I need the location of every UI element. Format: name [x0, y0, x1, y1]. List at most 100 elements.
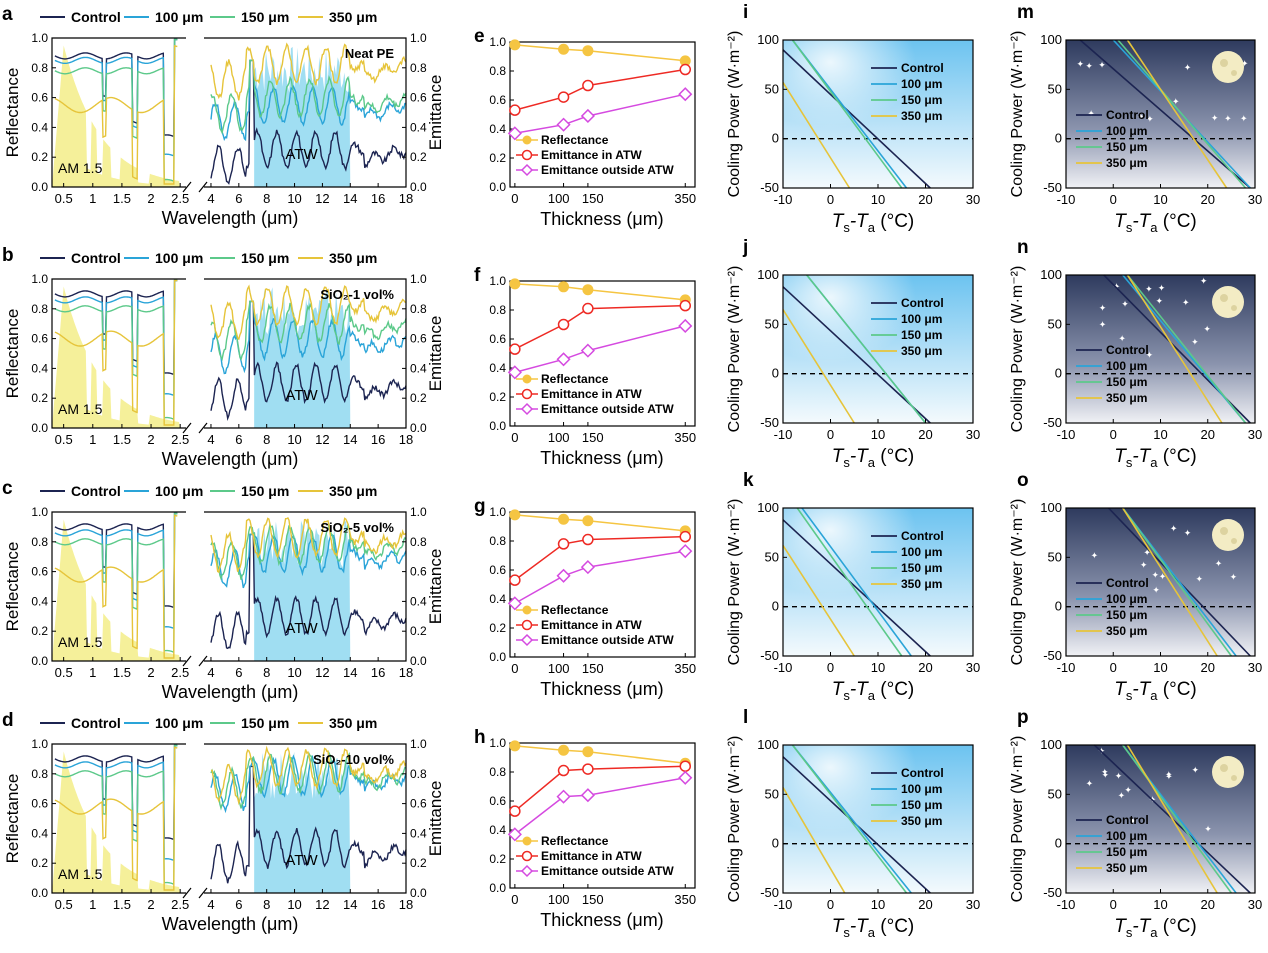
series-line-2 — [514, 550, 686, 605]
panel-letter: d — [2, 710, 14, 731]
spectrum-left-0 — [54, 279, 178, 376]
spectrum-left-2 — [54, 512, 178, 654]
spectrum-right-3 — [210, 745, 407, 806]
spectrum-left-1 — [54, 38, 178, 157]
cooling-line-3 — [782, 545, 855, 657]
moon-icon — [1212, 756, 1244, 788]
panel-letter: f — [474, 265, 481, 286]
y-tick-label: 100 — [1040, 500, 1062, 515]
x-tick-label: 100 — [548, 430, 570, 445]
spectrum-right-1 — [210, 59, 407, 142]
star-icon: ✦ — [1115, 771, 1123, 781]
x-axis-label-part: -T — [1132, 211, 1151, 232]
x-tick-label: 30 — [1248, 427, 1262, 442]
x-tick-label: 4 — [207, 191, 214, 206]
x-tick-label: 20 — [1201, 192, 1215, 207]
y-tick-label: 0.6 — [489, 563, 506, 577]
x-tick-label: 1 — [89, 191, 96, 206]
x-tick-label: 150 — [582, 892, 604, 907]
x-axis-label-part: T — [832, 679, 845, 700]
star-icon: ✦ — [1152, 585, 1160, 595]
am15-label: AM 1.5 — [58, 634, 103, 650]
y-tick-label-left: 1.0 — [31, 31, 48, 45]
spectrum-left-3 — [54, 514, 178, 659]
x-axis-label: Ts-Ta (°C) — [832, 446, 915, 470]
emittance-outside-point — [507, 126, 522, 141]
atw-label: ATW — [285, 620, 318, 637]
emittance-atw-point — [679, 299, 692, 312]
y-tick-label-left: 1.0 — [31, 505, 48, 519]
x-axis-label: Thickness (μm) — [540, 209, 663, 229]
spectrum-right-2 — [210, 59, 407, 135]
x-tick-label: 6 — [235, 432, 242, 447]
moon-crater — [1220, 527, 1228, 535]
emittance-atw-point — [509, 805, 521, 817]
x-tick-label: 350 — [674, 892, 696, 907]
x-tick-label: 30 — [966, 192, 980, 207]
axis-break-mark — [182, 887, 192, 899]
y-tick-label: -50 — [760, 180, 779, 195]
atw-band — [254, 287, 351, 428]
x-tick-label: 2.5 — [171, 432, 189, 447]
y-tick-label-right: 0.0 — [410, 654, 427, 668]
y-tick-label: 0 — [1055, 599, 1062, 614]
x-tick-label: 6 — [235, 191, 242, 206]
axis-break-mark — [182, 422, 192, 434]
x-tick-label: 18 — [399, 432, 413, 447]
reflectance-point — [558, 513, 570, 525]
emittance-atw-point — [509, 574, 521, 586]
y-tick-label: 0.8 — [489, 303, 506, 317]
series-line-2 — [514, 93, 686, 135]
legend-label: 150 μm — [1106, 375, 1147, 389]
panel-letter: l — [743, 707, 748, 728]
star-icon: ✦ — [1086, 779, 1094, 789]
legend-label: Emittance in ATW — [541, 148, 642, 162]
star-icon: ✦ — [1196, 574, 1204, 584]
axis-frame-left — [51, 278, 186, 429]
cooling-line-3 — [1126, 39, 1228, 189]
panel-letter: j — [742, 237, 748, 258]
legend-marker — [521, 388, 533, 400]
x-axis-label-part: T — [1114, 679, 1127, 700]
star-icon: ✦ — [1165, 771, 1173, 781]
series-line-0 — [514, 745, 686, 765]
x-tick-label: 20 — [918, 897, 932, 912]
reflectance-point — [509, 509, 521, 521]
cooling-line-3 — [1122, 507, 1218, 657]
y-tick-label-right: 0.4 — [410, 594, 427, 608]
y-tick-label-right: 1.0 — [410, 31, 427, 45]
x-tick-label: 6 — [235, 665, 242, 680]
x-axis-label: Wavelength (μm) — [162, 449, 299, 469]
panel-letter: p — [1017, 707, 1029, 728]
axis-break-mark — [198, 655, 208, 667]
x-tick-label: 18 — [399, 191, 413, 206]
star-icon: ✦ — [1101, 767, 1109, 777]
star-icon: ✦ — [1118, 333, 1126, 343]
cooling-panel-i: -10 0 10 20 30 -50 0 50 100 Control 100 μm 150 μm 35… — [726, 2, 980, 235]
x-tick-label: 0 — [511, 191, 518, 206]
spectrum-right-1 — [210, 533, 407, 589]
moon-crater — [1231, 305, 1237, 311]
legend-label: 350 μm — [1106, 156, 1147, 170]
legend-label: Control — [901, 296, 944, 310]
y-tick-label: 50 — [1048, 549, 1062, 564]
y-tick-label-left: 0.6 — [31, 332, 48, 346]
legend-label: Emittance outside ATW — [541, 163, 674, 177]
axis-break-mark — [182, 655, 192, 667]
y-tick-label-right: 0.4 — [410, 361, 427, 375]
x-axis-label-part: T — [832, 211, 845, 232]
series-line-1 — [514, 535, 686, 581]
star-icon: ✦ — [1200, 276, 1208, 286]
x-tick-label: 12 — [315, 665, 329, 680]
star-icon: ✦ — [1172, 96, 1180, 106]
y-tick-label: 1.0 — [489, 736, 506, 750]
spectrum-right-1 — [210, 754, 407, 814]
y-tick-label-left: 0.8 — [31, 61, 48, 75]
x-tick-label: 20 — [1201, 660, 1215, 675]
x-tick-label: 18 — [399, 665, 413, 680]
sample-label: Neat PE — [345, 46, 394, 61]
y-axis-label: Cooling Power (W·m⁻²) — [726, 266, 743, 433]
spectrum-left-1 — [54, 512, 178, 630]
legend-label: 350 μm — [329, 250, 377, 266]
x-tick-label: 30 — [1248, 897, 1262, 912]
